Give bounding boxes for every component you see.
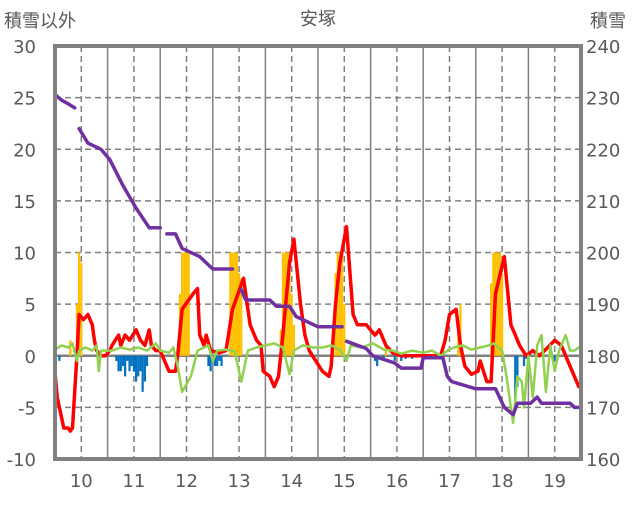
series-snow-depth-line [77,126,162,230]
positive-bar [496,252,499,356]
negative-bar [58,355,61,361]
bars [58,252,556,408]
left-tick-label: -5 [18,398,36,419]
positive-bar [235,252,239,356]
x-tick-label: 15 [333,471,356,492]
right-tick-label: 220 [586,140,620,161]
positive-bar [288,252,291,356]
left-tick-label: -10 [7,450,36,471]
negative-bar [119,355,122,372]
negative-bar [128,355,131,372]
plot-frame [53,44,583,461]
negative-bar [137,355,140,377]
negative-bar [124,355,127,377]
right-axis-label: 積雪 [590,11,626,32]
left-axis-label: 積雪以外 [4,11,76,32]
right-tick-label: 230 [586,89,620,110]
left-tick-label: 15 [13,192,36,213]
x-tick-label: 17 [438,471,461,492]
positive-bar [187,252,190,356]
left-tick-label: 25 [13,89,36,110]
positive-bar [240,278,243,356]
x-tick-label: 19 [543,471,566,492]
positive-bar [78,252,81,356]
negative-bar [141,355,144,392]
series-lines [53,92,583,433]
positive-bar [338,252,342,356]
negative-bar [132,355,135,372]
gridlines [55,46,581,459]
positive-bar [490,283,493,356]
negative-bar [117,355,120,372]
positive-bar [459,304,462,356]
positive-bar [341,252,344,356]
tick-labels: 30 25 20 15 10 5 0 -5 -10 240 230 220 210 200 190 180 17… [7,37,621,492]
series-snow-depth-line [239,287,344,329]
positive-bar [292,324,295,356]
left-tick-label: 20 [13,140,36,161]
series-green-line [53,333,581,425]
x-tick-label: 13 [228,471,251,492]
right-tick-label: 160 [586,450,620,471]
x-tick-label: 18 [491,471,514,492]
left-tick-label: 30 [13,37,36,58]
negative-bar [382,355,385,359]
negative-bar [220,355,223,367]
negative-bar [376,355,379,367]
series-snow-depth-line [53,92,77,110]
negative-bar [130,355,133,367]
x-tick-label: 10 [70,471,93,492]
positive-bar [498,252,502,356]
negative-bar [216,355,219,367]
positive-bar [229,252,232,356]
negative-bar [218,355,221,361]
positive-bar [290,293,293,356]
right-tick-label: 170 [586,398,620,419]
x-tick-label: 16 [385,471,408,492]
negative-bar [522,355,526,367]
negative-bar [393,355,396,361]
negative-bar [139,355,142,372]
negative-bar [121,355,125,367]
negative-bar [115,355,118,361]
x-tick-label: 14 [280,471,303,492]
negative-bar [213,355,217,367]
negative-bar [126,355,129,361]
positive-bar [80,262,83,356]
series-snow-depth-line [165,232,235,271]
positive-bar [343,304,346,356]
chart-title: 安塚 [300,9,336,30]
negative-bar [207,355,210,367]
positive-bar [501,273,504,356]
positive-bar [238,273,241,356]
positive-bar [336,252,339,356]
series-red-line [53,224,581,433]
negative-bar [134,355,138,382]
negative-bar [553,355,556,361]
plot-border [53,44,583,461]
positive-bar [69,340,72,356]
negative-bar [514,355,517,408]
left-tick-label: 5 [25,295,36,316]
left-tick-label: 0 [25,347,36,368]
positive-bar [181,252,184,356]
negative-bar [400,355,403,361]
left-tick-label: 10 [13,244,36,265]
x-tick-label: 12 [175,471,198,492]
positive-bar [281,252,285,356]
negative-bar [516,355,519,387]
right-tick-label: 240 [586,37,620,58]
right-tick-label: 180 [586,347,620,368]
negative-bar [145,355,149,367]
right-tick-label: 200 [586,244,620,265]
negative-bar [209,355,212,372]
series-snow-depth-line [344,339,583,417]
negative-bar [143,355,146,382]
right-tick-label: 210 [586,192,620,213]
x-tick-label: 11 [122,471,145,492]
right-tick-label: 190 [586,295,620,316]
